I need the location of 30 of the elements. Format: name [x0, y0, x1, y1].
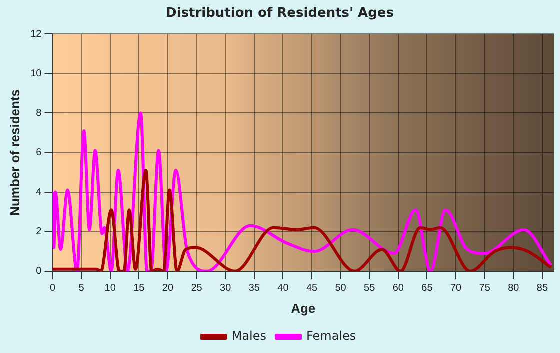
y-tick-label: 4 [36, 187, 42, 198]
y-tick-label: 10 [30, 68, 42, 80]
x-tick-label: 65 [422, 283, 434, 294]
x-tick-label: 20 [162, 283, 174, 294]
x-tick-label: 30 [220, 283, 232, 294]
x-tick-label: 75 [479, 283, 491, 294]
x-tick-label: 0 [50, 283, 56, 294]
chart-title: Distribution of Residents' Ages [165, 6, 395, 21]
y-axis-title: Number of residents [7, 89, 22, 216]
y-tick-label: 0 [36, 266, 42, 278]
legend-label: Females [306, 329, 356, 344]
x-tick-label: 50 [335, 283, 347, 294]
y-tick-label: 6 [36, 147, 42, 158]
x-axis-title: Age [291, 300, 316, 316]
x-tick-label: 10 [104, 283, 116, 294]
x-tick-label: 80 [508, 283, 520, 294]
x-tick-label: 70 [450, 283, 462, 294]
y-tick-label: 8 [36, 108, 42, 119]
x-tick-label: 55 [364, 283, 376, 294]
x-tick-label: 85 [536, 283, 548, 294]
y-tick-label: 2 [36, 226, 42, 238]
x-tick-label: 45 [306, 283, 318, 294]
x-tick-label: 15 [134, 283, 146, 294]
x-tick-label: 35 [248, 283, 260, 294]
x-tick-label: 25 [191, 283, 203, 294]
x-tick-label: 40 [278, 283, 290, 294]
x-tick-label: 60 [392, 283, 404, 294]
legend-label: Males [232, 329, 267, 344]
y-tick-label: 12 [30, 28, 42, 40]
x-tick-label: 5 [78, 283, 85, 294]
